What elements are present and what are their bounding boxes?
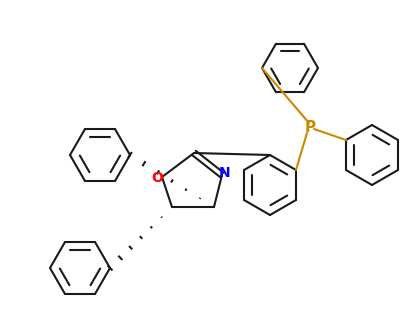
Text: P: P [305, 121, 316, 135]
Text: N: N [219, 166, 231, 180]
Text: O: O [151, 171, 163, 185]
